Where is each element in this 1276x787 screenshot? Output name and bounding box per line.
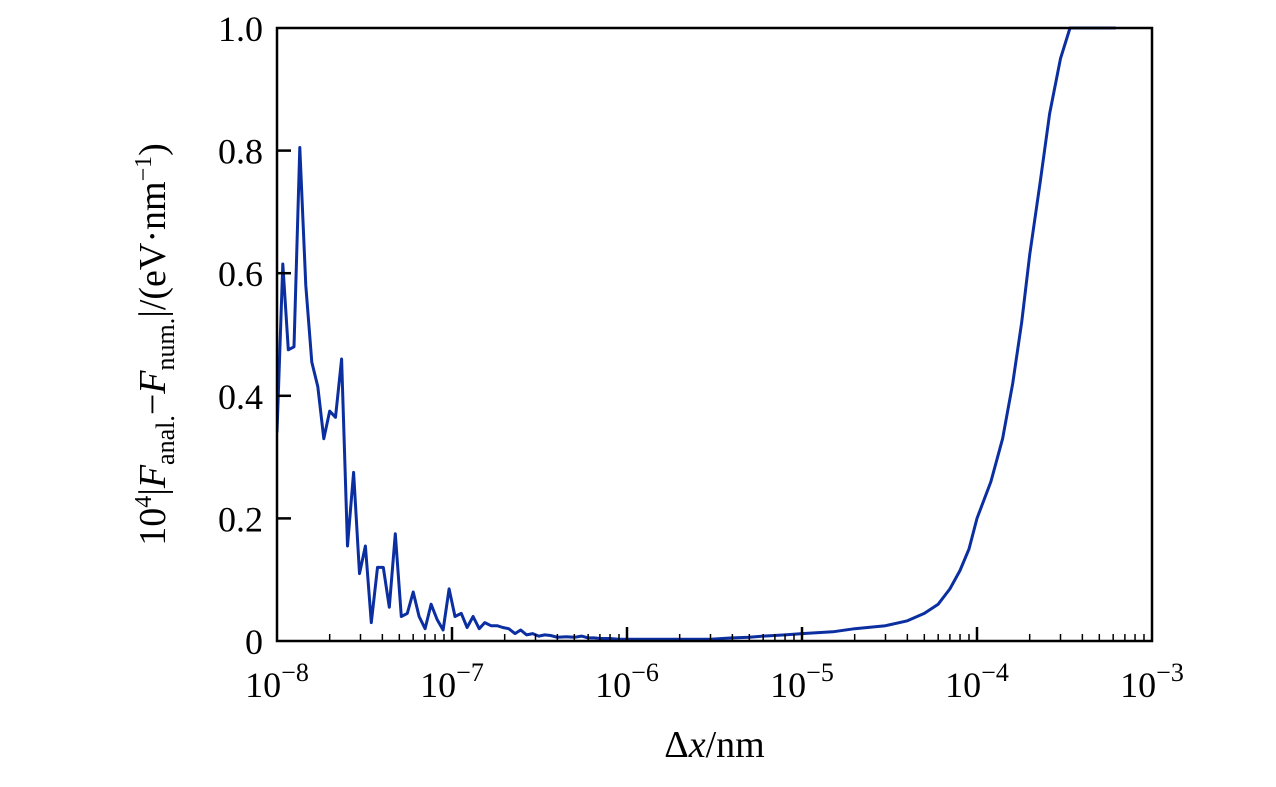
x-tick-label: 10−8 xyxy=(245,658,309,705)
series-line-0 xyxy=(277,26,1116,641)
y-title-unit-exp: −1 xyxy=(131,156,157,182)
y-title-bar-right: | xyxy=(132,310,174,318)
x-tick-label: 10−6 xyxy=(595,658,659,705)
y-title-f1-sub: anal. xyxy=(151,415,180,465)
y-title-unit-open: /(eV·nm xyxy=(132,181,174,310)
y-title-coef-exp: 4 xyxy=(131,496,157,508)
y-title-unit-close: ) xyxy=(132,143,174,156)
y-title-f2-sub: num. xyxy=(151,318,180,371)
y-tick-label: 0 xyxy=(245,622,263,662)
x-title-unit: /nm xyxy=(706,724,765,766)
x-axis-title: Δx/nm xyxy=(664,724,764,766)
x-tick-label: 10−5 xyxy=(770,658,834,705)
y-tick-label: 0.8 xyxy=(218,132,263,172)
y-title-coef-base: 10 xyxy=(132,508,174,546)
y-title-minus: − xyxy=(132,394,174,415)
x-tick-label: 10−3 xyxy=(1120,658,1184,705)
x-title-var: x xyxy=(688,724,706,766)
y-axis-title: 104|Fanal.−Fnum.|/(eV·nm−1) xyxy=(131,143,180,546)
y-tick-label: 1.0 xyxy=(218,9,263,49)
y-tick-label: 0.6 xyxy=(218,254,263,294)
x-tick-label: 10−7 xyxy=(420,658,484,705)
series-layer xyxy=(277,26,1116,641)
y-title-f1: F xyxy=(132,464,174,489)
y-axis: 0 0.2 0.4 0.6 0.8 1.0 xyxy=(218,9,291,662)
x-title-delta: Δ xyxy=(664,724,688,766)
y-title-bar-left: | xyxy=(132,488,174,496)
y-title-f2: F xyxy=(132,370,174,395)
plot-frame xyxy=(275,26,1154,643)
y-tick-label: 0.2 xyxy=(218,499,263,539)
x-axis: 10−8 10−7 10−6 10−5 10−4 10−3 xyxy=(245,627,1184,705)
y-tick-label: 0.4 xyxy=(218,377,263,417)
x-tick-label: 10−4 xyxy=(945,658,1009,705)
